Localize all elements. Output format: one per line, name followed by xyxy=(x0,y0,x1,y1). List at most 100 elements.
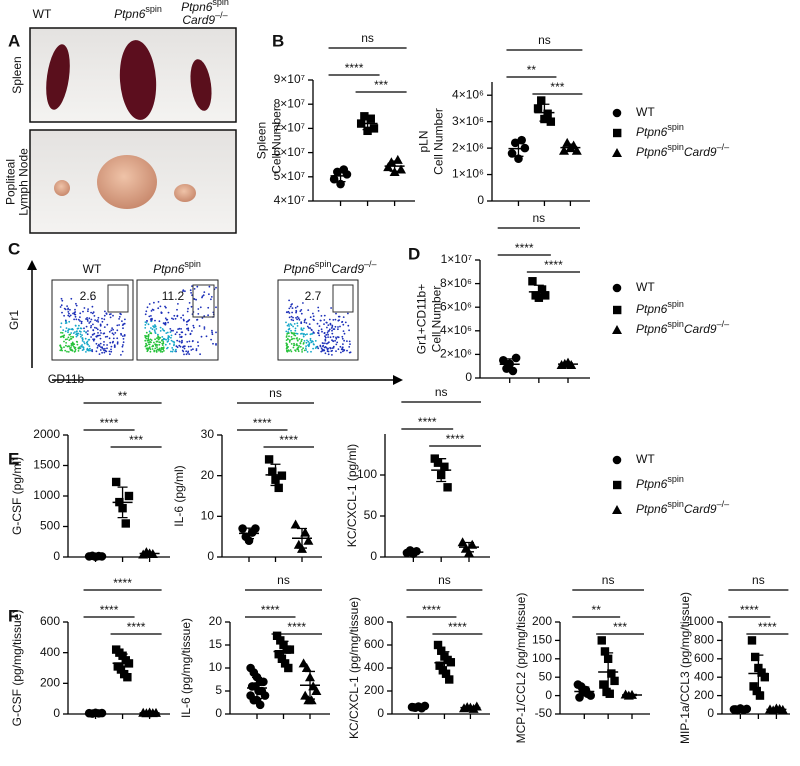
panel-label: F xyxy=(8,606,18,625)
flow-event xyxy=(320,328,323,331)
photo-row-label: Popliteal xyxy=(4,159,18,205)
flow-event xyxy=(170,350,172,353)
flow-event xyxy=(85,351,87,353)
flow-event xyxy=(207,306,210,309)
flow-event xyxy=(60,322,63,325)
data-point xyxy=(251,524,260,533)
flow-event xyxy=(175,348,177,351)
flow-event xyxy=(285,339,288,341)
significance-label: **** xyxy=(253,416,272,430)
flow-event xyxy=(327,353,330,356)
flow-event xyxy=(210,298,212,301)
flow-event xyxy=(144,345,147,348)
flow-event xyxy=(73,318,75,321)
flow-event xyxy=(296,339,299,342)
error-bar xyxy=(565,143,576,152)
flow-event xyxy=(296,316,299,318)
flow-event xyxy=(322,345,324,348)
flow-event xyxy=(180,336,183,339)
flow-event xyxy=(179,336,182,338)
y-axis-label: Cell Number xyxy=(270,107,284,174)
flow-event xyxy=(84,337,87,340)
flow-event xyxy=(289,305,292,308)
y-tick-label: 9×10⁷ xyxy=(274,72,305,86)
flow-event xyxy=(102,332,105,335)
flow-event xyxy=(193,326,195,329)
flow-event xyxy=(188,319,191,321)
flow-event xyxy=(348,346,351,348)
flow-event xyxy=(328,318,331,321)
flow-event xyxy=(306,333,308,336)
flow-event xyxy=(303,319,306,322)
data-point xyxy=(533,104,543,113)
data-point xyxy=(559,145,569,155)
genotype-label: Ptpn6spin xyxy=(636,299,684,316)
flow-event xyxy=(287,346,290,348)
flow-event xyxy=(147,335,150,338)
flow-event xyxy=(86,318,89,321)
y-tick-label: 15 xyxy=(209,637,223,651)
flow-event xyxy=(106,344,108,346)
flow-gate xyxy=(192,284,215,318)
flow-event xyxy=(326,326,328,329)
flow-event xyxy=(336,336,339,338)
flow-event xyxy=(123,322,126,325)
flow-event xyxy=(85,318,87,320)
flow-event xyxy=(347,324,350,327)
flow-event xyxy=(325,321,328,324)
y-tick-label: 8×10⁷ xyxy=(274,96,305,110)
data-point xyxy=(752,686,761,696)
spleen xyxy=(119,40,157,120)
flow-event xyxy=(146,306,149,309)
flow-percentage: 2.6 xyxy=(80,289,97,303)
data-point xyxy=(433,640,443,650)
flow-event xyxy=(331,326,334,328)
flow-event xyxy=(296,305,299,308)
flow-event xyxy=(339,345,342,348)
flow-event xyxy=(93,332,96,335)
arrow-head xyxy=(27,260,37,270)
flow-event xyxy=(72,328,74,331)
y-tick-label: 100 xyxy=(357,467,377,481)
y-tick-label: 600 xyxy=(694,651,714,665)
flow-event xyxy=(94,326,96,329)
flow-event xyxy=(111,327,113,329)
flow-event xyxy=(154,331,156,333)
flow-event xyxy=(287,349,290,352)
flow-event xyxy=(100,332,102,334)
error-bar xyxy=(90,712,101,715)
data-point xyxy=(443,483,452,492)
y-tick-label: 0 xyxy=(53,706,60,720)
text-part: WT xyxy=(636,105,655,119)
flow-event xyxy=(63,346,65,349)
significance-label: **** xyxy=(287,620,306,634)
flow-event xyxy=(63,307,66,310)
y-tick-label: 1000 xyxy=(687,614,714,628)
flow-event xyxy=(147,323,150,326)
flow-event xyxy=(317,306,320,309)
flow-event xyxy=(195,348,198,350)
data-point xyxy=(285,645,295,654)
significance-label: **** xyxy=(100,603,119,617)
flow-event xyxy=(161,339,163,342)
data-point xyxy=(433,458,443,467)
data-point xyxy=(311,686,322,695)
flow-event xyxy=(285,330,288,333)
flow-event xyxy=(104,310,106,313)
y-tick-label: 6×10⁶ xyxy=(440,299,472,313)
flow-event xyxy=(344,321,347,324)
flow-event xyxy=(71,341,74,344)
flow-event xyxy=(68,315,71,318)
flow-event xyxy=(145,347,148,350)
significance-label: **** xyxy=(100,416,119,430)
flow-event xyxy=(103,341,105,343)
flow-event xyxy=(185,353,188,356)
flow-event xyxy=(89,347,91,350)
flow-event xyxy=(67,311,70,313)
flow-event xyxy=(203,315,206,317)
flow-event xyxy=(306,325,309,328)
flow-event xyxy=(74,350,77,352)
flow-event xyxy=(294,350,297,352)
y-axis-label: MCP-1/CCL2 (pg/mg/tissue) xyxy=(514,593,528,744)
flow-event xyxy=(162,322,165,324)
